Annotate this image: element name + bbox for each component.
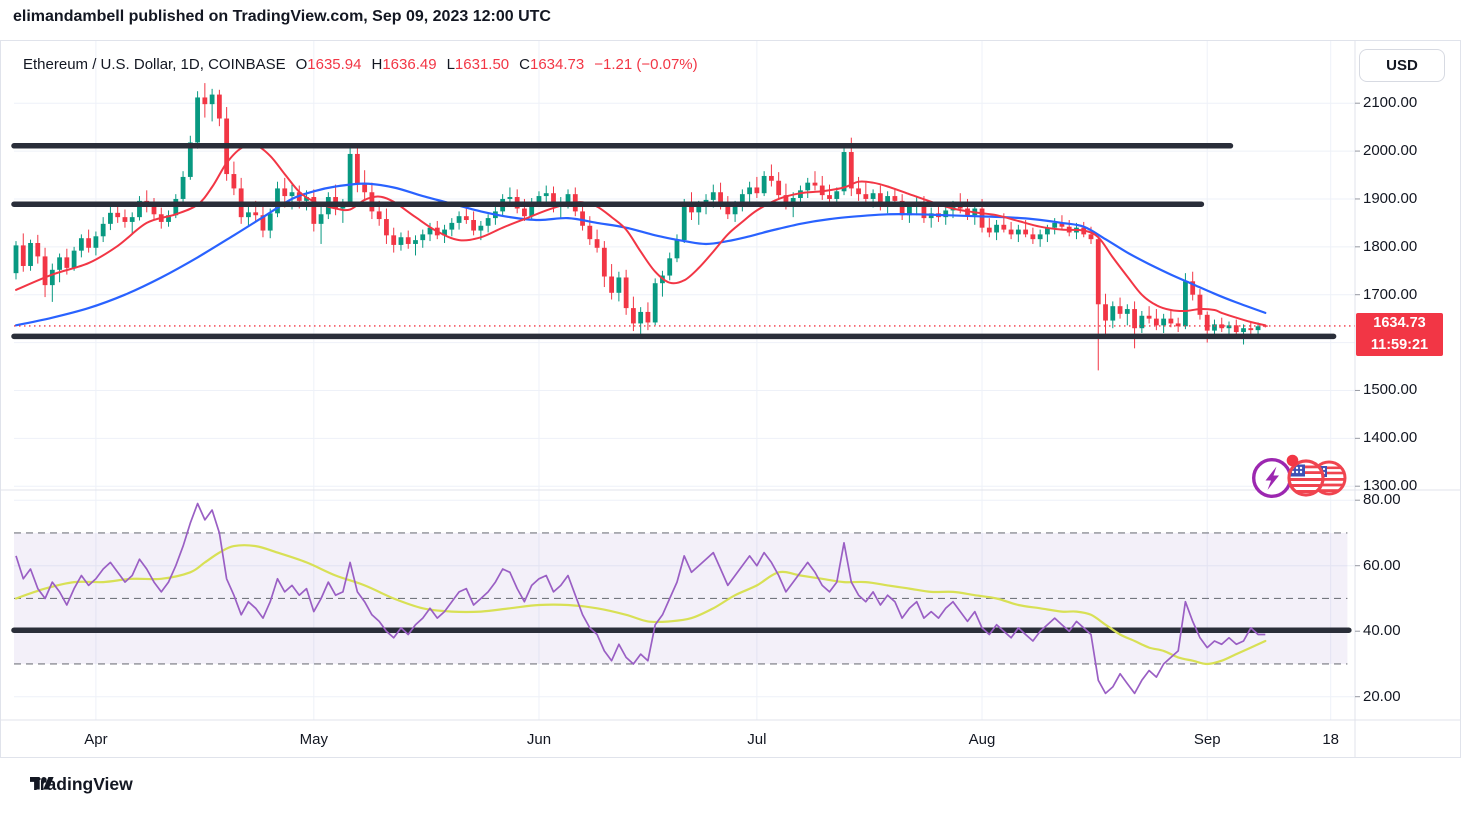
currency-toggle-button[interactable]: USD xyxy=(1359,49,1445,82)
lightning-icon xyxy=(1252,458,1292,498)
rsi-axis-label: 40.00 xyxy=(1363,622,1401,640)
price-axis-label: 1800.00 xyxy=(1363,237,1418,255)
notification-dot-icon xyxy=(1286,454,1299,467)
rsi-axis-label: 80.00 xyxy=(1363,491,1401,509)
ohlc-low: L1631.50 xyxy=(446,56,510,73)
time-axis-label: Jun xyxy=(526,731,552,748)
price-axis-label: 1300.00 xyxy=(1363,477,1418,495)
time-axis[interactable] xyxy=(0,720,1355,758)
time-axis-label: Aug xyxy=(968,731,996,748)
time-axis-label: 18 xyxy=(1322,731,1340,748)
ohlc-open: O1635.94 xyxy=(295,56,362,73)
ohlc-high: H1636.49 xyxy=(371,56,437,73)
price-axis-label: 2100.00 xyxy=(1363,94,1418,112)
symbol-title: Ethereum / U.S. Dollar, 1D, COINBASE xyxy=(23,56,286,73)
ohlc-close: C1634.73 xyxy=(519,56,585,73)
symbol-legend: Ethereum / U.S. Dollar, 1D, COINBASE O16… xyxy=(23,56,698,73)
time-axis-label: Sep xyxy=(1193,731,1221,748)
bar-countdown: 11:59:21 xyxy=(1370,336,1429,353)
publish-byline: elimandambell published on TradingView.c… xyxy=(13,8,551,25)
last-price-badge: 1634.73 11:59:21 xyxy=(1356,313,1443,356)
rsi-axis-label: 60.00 xyxy=(1363,556,1401,574)
price-axis-label: 1700.00 xyxy=(1363,285,1418,303)
change-value: −1.21 (−0.07%) xyxy=(594,56,698,73)
tradingview-wordmark: TradingView xyxy=(30,774,133,794)
price-axis-label: 1900.00 xyxy=(1363,189,1418,207)
price-axis-label: 1400.00 xyxy=(1363,429,1418,447)
time-axis-label: May xyxy=(299,731,328,748)
us-flag-icon xyxy=(1287,459,1325,497)
time-axis-label: Jul xyxy=(747,731,767,748)
main-chart-pane[interactable] xyxy=(0,40,1355,490)
idea-reaction-icons xyxy=(1247,451,1349,505)
tradingview-mark-icon xyxy=(30,777,54,790)
rsi-pane[interactable] xyxy=(0,490,1355,720)
rsi-axis-label: 20.00 xyxy=(1363,687,1401,705)
last-price-value: 1634.73 xyxy=(1373,315,1426,331)
tradingview-logo[interactable]: TradingView xyxy=(30,774,133,795)
price-axis-label: 1500.00 xyxy=(1363,381,1418,399)
price-axis-label: 2000.00 xyxy=(1363,142,1418,160)
time-axis-label: Apr xyxy=(84,731,108,748)
